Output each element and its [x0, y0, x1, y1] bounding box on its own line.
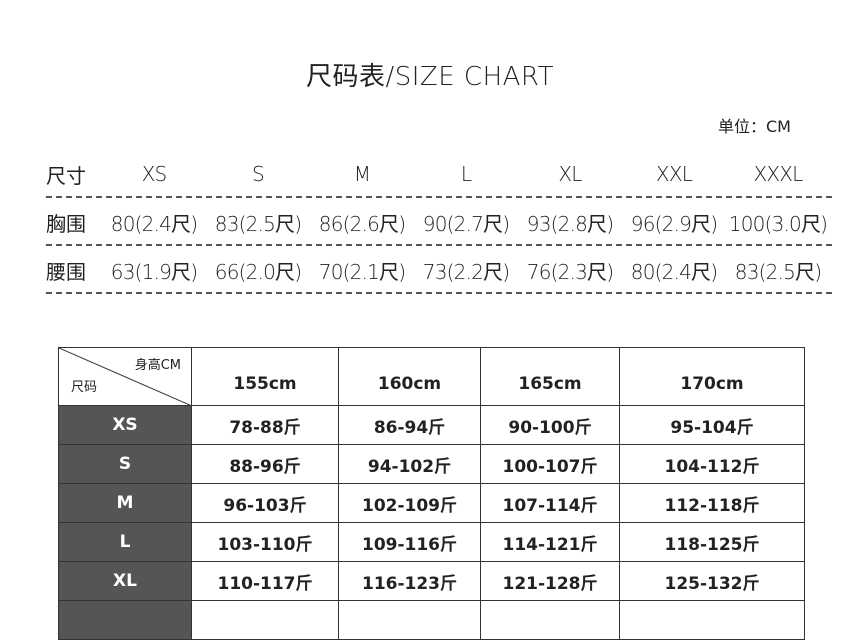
size-cell: 76(2.3尺) [526, 259, 614, 284]
weight-cell: 88-96斤 [191, 444, 339, 484]
weight-cell: 110-117斤 [191, 561, 339, 601]
weight-cell: 95-104斤 [619, 405, 805, 445]
weight-cell: 86-94斤 [338, 405, 481, 445]
size-cell: XXXL [753, 162, 803, 186]
table-row [58, 600, 805, 640]
size-cell [58, 600, 192, 640]
row-label: 尺寸 [46, 163, 86, 188]
size-cell: XS [58, 405, 192, 445]
row-label: 胸围 [46, 211, 86, 236]
weight-cell: 100-107斤 [480, 444, 620, 484]
weight-cell: 94-102斤 [338, 444, 481, 484]
size-cell: 100(3.0尺) [728, 211, 828, 236]
weight-cell: 118-125斤 [619, 522, 805, 562]
weight-cell: 90-100斤 [480, 405, 620, 445]
table-row: S 88-96斤 94-102斤 100-107斤 104-112斤 [58, 444, 805, 484]
size-cell: XL [558, 162, 582, 186]
corner-cell: 身高CM 尺码 [58, 347, 192, 406]
weight-cell [191, 600, 339, 640]
row-label: 腰围 [46, 259, 86, 284]
size-cell: XS [141, 162, 168, 186]
size-row: 腰围 63(1.9尺) 66(2.0尺) 70(2.1尺) 73(2.2尺) 76(2.3… [46, 248, 832, 294]
weight-cell: 112-118斤 [619, 483, 805, 523]
size-cell: 80(2.4尺) [110, 211, 198, 236]
table-row: XL 110-117斤 116-123斤 121-128斤 125-132斤 [58, 561, 805, 601]
size-row: 尺寸 XS S M L XL XXL XXXL [46, 152, 832, 198]
column-header: 155cm [191, 347, 339, 406]
size-cell: 90(2.7尺) [422, 211, 510, 236]
page-title: 尺码表/SIZE CHART [306, 62, 554, 92]
weight-cell: 104-112斤 [619, 444, 805, 484]
size-label: 尺码 [71, 380, 98, 395]
weight-cell: 114-121斤 [480, 522, 620, 562]
column-header: 170cm [619, 347, 805, 406]
size-cell: S [58, 444, 192, 484]
table-row: L 103-110斤 109-116斤 114-121斤 118-125斤 [58, 522, 805, 562]
weight-cell: 78-88斤 [191, 405, 339, 445]
size-cell: 96(2.9尺) [630, 211, 718, 236]
height-label: 身高CM [134, 358, 181, 373]
size-cell: L [58, 522, 192, 562]
column-header: 160cm [338, 347, 481, 406]
size-cell: XXL [655, 162, 693, 186]
size-cell: M [353, 162, 371, 186]
size-cell: 80(2.4尺) [630, 259, 718, 284]
size-cell: L [460, 162, 472, 186]
weight-cell: 102-109斤 [338, 483, 481, 523]
size-row: 胸围 80(2.4尺) 83(2.5尺) 86(2.6尺) 90(2.7尺) 93(2.8… [46, 200, 832, 246]
table-row: M 96-103斤 102-109斤 107-114斤 112-118斤 [58, 483, 805, 523]
unit-label: 单位：CM [718, 117, 791, 136]
size-cell: 63(1.9尺) [110, 259, 198, 284]
size-cell: 83(2.5尺) [214, 211, 302, 236]
size-cell: 86(2.6尺) [318, 211, 406, 236]
weight-cell: 107-114斤 [480, 483, 620, 523]
weight-cell: 96-103斤 [191, 483, 339, 523]
weight-cell: 103-110斤 [191, 522, 339, 562]
weight-cell [338, 600, 481, 640]
column-header: 165cm [480, 347, 620, 406]
size-cell: 70(2.1尺) [318, 259, 406, 284]
size-cell: M [58, 483, 192, 523]
weight-cell: 116-123斤 [338, 561, 481, 601]
weight-cell [480, 600, 620, 640]
height-weight-table: 身高CM 尺码 155cm 160cm 165cm 170cm XS 78-88斤 86-94斤… [58, 347, 805, 640]
size-cell: 93(2.8尺) [526, 211, 614, 236]
weight-cell: 121-128斤 [480, 561, 620, 601]
size-cell: 73(2.2尺) [422, 259, 510, 284]
weight-cell: 125-132斤 [619, 561, 805, 601]
table-row: XS 78-88斤 86-94斤 90-100斤 95-104斤 [58, 405, 805, 445]
weight-cell: 109-116斤 [338, 522, 481, 562]
table-header-row: 身高CM 尺码 155cm 160cm 165cm 170cm [58, 347, 805, 406]
size-cell: XL [58, 561, 192, 601]
size-cell: 83(2.5尺) [734, 259, 822, 284]
size-cell: 66(2.0尺) [214, 259, 302, 284]
weight-cell [619, 600, 805, 640]
size-cell: S [252, 162, 265, 186]
